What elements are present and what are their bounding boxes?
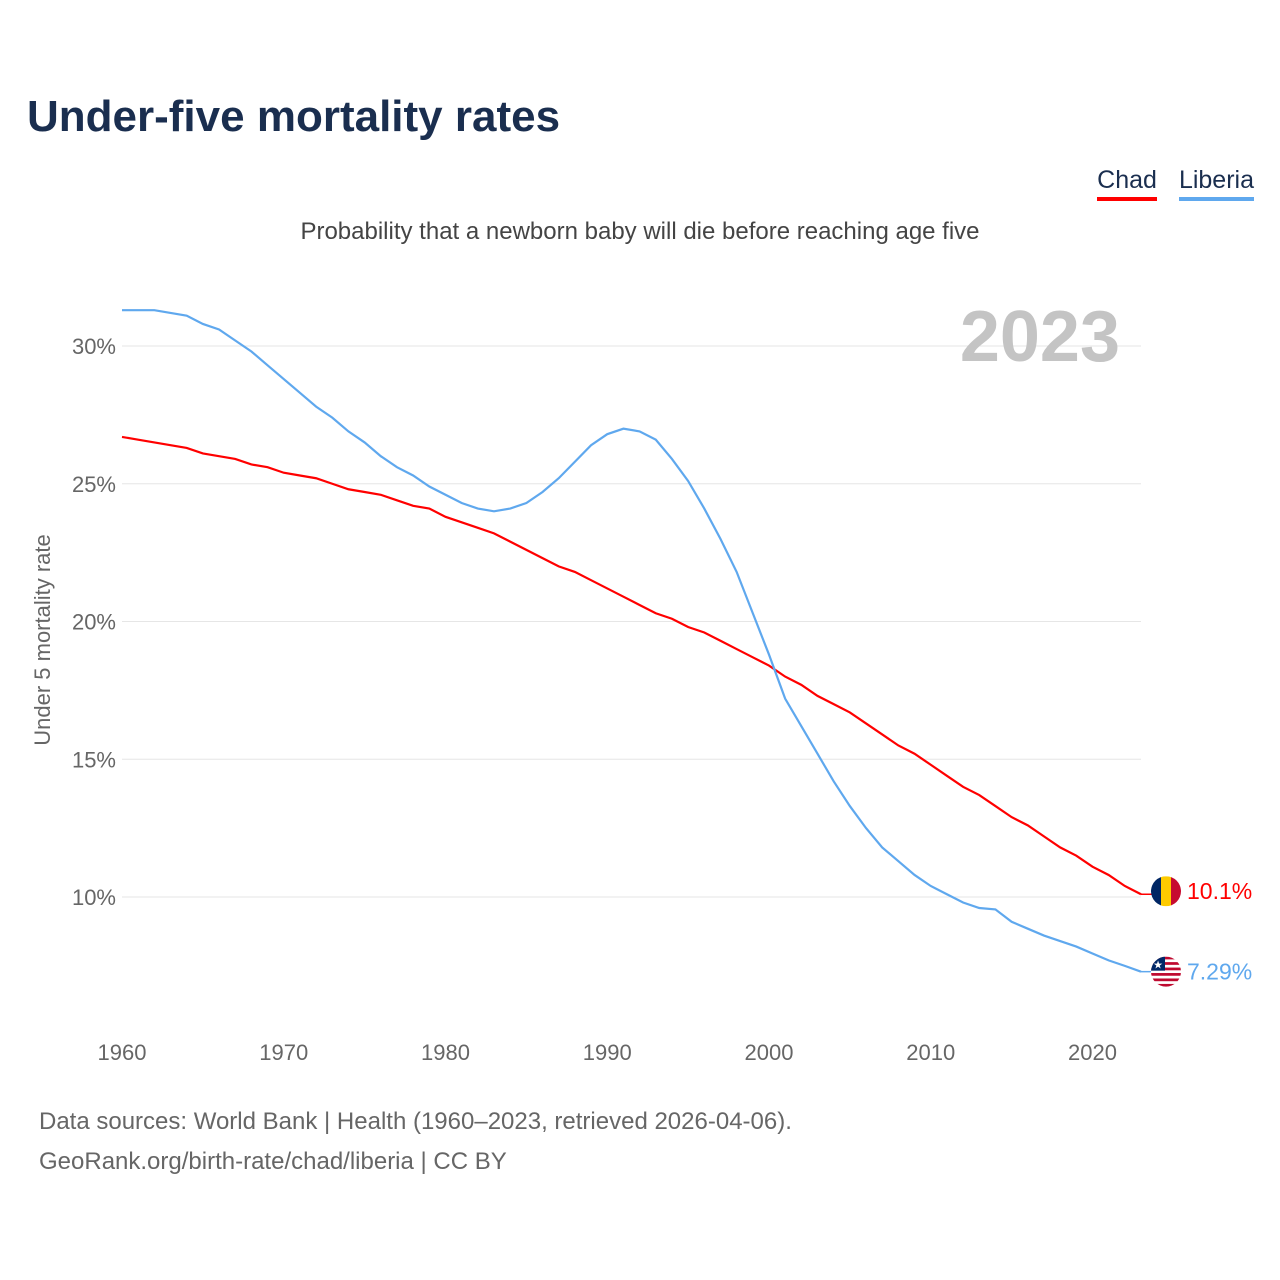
legend-item-chad[interactable]: Chad (1097, 166, 1157, 201)
star-icon: ★ (1153, 960, 1163, 972)
x-tick-label: 2020 (1068, 1040, 1117, 1065)
flag-stripe (1151, 959, 1181, 963)
end-value-label-chad: 10.1% (1187, 878, 1252, 904)
flag-stripe (1151, 964, 1181, 968)
flag-stripe (1151, 876, 1162, 907)
flag-body (1151, 876, 1181, 907)
x-tick-label: 2010 (906, 1040, 955, 1065)
chart-title: Under-five mortality rates (27, 92, 561, 141)
chad-flag-icon (1151, 876, 1181, 907)
liberia-flag-icon: ★ (1151, 956, 1181, 987)
x-tick-label: 1960 (98, 1040, 147, 1065)
flag-stripe (1151, 978, 1181, 982)
flag-stripe (1151, 956, 1181, 960)
y-tick-label: 30% (72, 334, 116, 359)
legend-item-liberia[interactable]: Liberia (1178, 166, 1254, 201)
flag-stripe (1151, 983, 1181, 987)
flag-stripe (1161, 876, 1172, 907)
y-axis-label: Under 5 mortality rate (30, 534, 55, 746)
flag-stripe (1151, 970, 1181, 974)
y-tick-label: 25% (72, 472, 116, 497)
y-tick-label: 10% (72, 885, 116, 910)
source-line-1: Data sources: World Bank | Health (1960–… (39, 1108, 792, 1135)
flag-stripe (1151, 962, 1181, 966)
x-tick-label: 2000 (745, 1040, 794, 1065)
y-tick-label: 20% (72, 610, 116, 635)
source-line-2[interactable]: GeoRank.org/birth-rate/chad/liberia | CC… (39, 1148, 507, 1175)
flag-stripe (1151, 975, 1181, 979)
flag-stripe (1151, 967, 1181, 971)
series-line-chad (121, 435, 1142, 896)
year-label: 2023 (960, 297, 1120, 377)
flag-stripe (1151, 981, 1181, 985)
flag-stripe (1171, 876, 1181, 907)
chart-subtitle: Probability that a newborn baby will die… (300, 218, 980, 245)
flag-body: ★ (1151, 956, 1181, 987)
y-tick-label: 15% (72, 747, 116, 772)
x-tick-label: 1970 (259, 1040, 308, 1065)
end-value-label-liberia: 7.29% (1187, 959, 1252, 985)
legend: Chad Liberia (1097, 166, 1254, 201)
x-tick-label: 1990 (583, 1040, 632, 1065)
x-tick-label: 1980 (421, 1040, 470, 1065)
flag-stripe (1151, 973, 1181, 977)
series-line-liberia (122, 309, 1142, 973)
